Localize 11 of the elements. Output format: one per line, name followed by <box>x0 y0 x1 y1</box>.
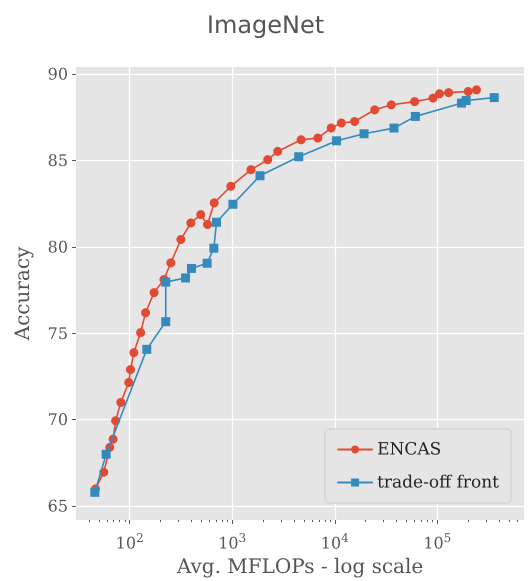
y-tick-label: 80 <box>48 237 68 256</box>
y-axis-title: Accuracy <box>10 246 34 342</box>
y-tick-label: 65 <box>48 496 68 516</box>
x-axis-title: Avg. MFLOPs - log scale <box>176 554 424 578</box>
legend-label: ENCAS <box>377 440 442 460</box>
y-tick-label: 90 <box>48 64 68 84</box>
y-tick-label: 85 <box>48 150 68 170</box>
y-tick-label: 70 <box>48 410 68 430</box>
y-tick-label: 75 <box>48 324 68 343</box>
chart-title: ImageNet <box>206 11 324 39</box>
legend-label: trade-off front <box>377 472 500 492</box>
